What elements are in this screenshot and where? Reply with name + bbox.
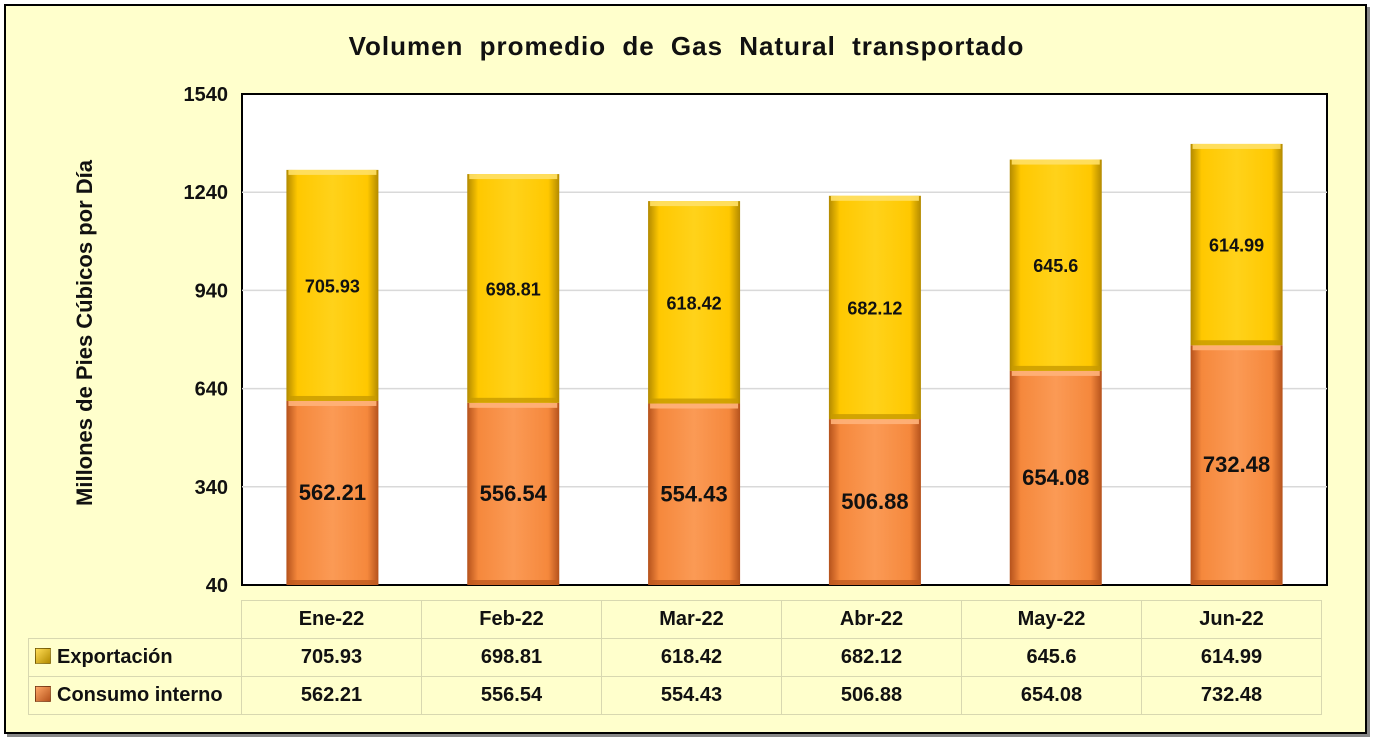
y-tick-label: 1240 [184,182,229,204]
chart-title: Volumen promedio de Gas Natural transpor… [348,31,1025,61]
bar-exportacion [648,201,741,404]
table-header-cell: Jun-22 [1141,600,1322,639]
table-cell: 682.12 [781,638,962,677]
data-table: Ene-22 Feb-22 Mar-22 Abr-22 May-22 Jun-2… [28,600,1322,715]
bar-consumo-interno [467,402,560,585]
table-cell: 556.54 [421,676,602,715]
bar-exportacion [467,174,560,403]
table-header-cell: May-22 [961,600,1142,639]
data-label: 682.12 [847,298,902,318]
table-cell: 618.42 [601,638,782,677]
bar-bevel-bottom [1192,340,1281,346]
bar-bevel-bottom [469,397,558,403]
bar-bevel-top [469,174,558,180]
bar-bevel-bottom [288,580,377,585]
y-tick-label: 40 [206,575,228,597]
table-header-row: Ene-22 Feb-22 Mar-22 Abr-22 May-22 Jun-2… [28,600,1322,639]
gridlines [242,191,1327,488]
bar-bevel-bottom [650,398,739,404]
bar-bevel-top [469,402,558,408]
table-header-cell: Mar-22 [601,600,782,639]
bar-bevel-top [830,419,919,425]
table-header-cell: Abr-22 [781,600,962,639]
data-label: 732.48 [1203,452,1270,477]
data-label: 618.42 [667,293,722,313]
data-label: 554.43 [660,481,727,506]
y-tick-label: 940 [195,280,228,302]
bar-bevel-bottom [650,580,739,585]
bars [286,143,1283,585]
bar-consumo-interno [1190,345,1283,585]
legend-key-exportacion [35,648,51,664]
table-row-exportacion: Exportación 705.93 698.81 618.42 682.12 … [28,638,1322,677]
table-row-consumo-interno: Consumo interno 562.21 556.54 554.43 506… [28,676,1322,715]
y-axis-ticks: 1540 1240 940 640 340 40 [184,84,229,597]
bar-exportacion [828,195,921,420]
plot-area [241,93,1328,586]
bar-consumo-interno [286,400,379,585]
table-header-cell: Ene-22 [241,600,422,639]
bar-exportacion [1190,143,1283,346]
y-tick-label: 1540 [184,84,229,106]
bar-bevel-bottom [1192,580,1281,585]
bar-bevel-top [288,400,377,406]
bar-bevel-bottom [288,395,377,401]
data-label: 698.81 [486,279,541,299]
table-header-cell: Feb-22 [421,600,602,639]
table-cell: 705.93 [241,638,422,677]
bar-consumo-interno [828,419,921,585]
legend-entry-consumo-interno: Consumo interno [28,676,242,715]
bar-bevel-top [1011,370,1100,376]
legend-entry-exportacion: Exportación [28,638,242,677]
bar-exportacion [1009,159,1102,371]
y-tick-label: 340 [195,477,228,499]
table-cell: 562.21 [241,676,422,715]
data-label: 654.08 [1022,465,1089,490]
legend-key-consumo-interno [35,686,51,702]
table-cell: 654.08 [961,676,1142,715]
bar-bevel-top [1011,159,1100,165]
table-cell: 614.99 [1141,638,1322,677]
bar-bevel-top [1192,345,1281,351]
table-cell: 645.6 [961,638,1142,677]
bar-bevel-bottom [830,414,919,420]
data-label: 645.6 [1033,256,1078,276]
y-tick-label: 640 [195,379,228,401]
table-corner [28,600,242,639]
table-cell: 698.81 [421,638,602,677]
table-cell: 506.88 [781,676,962,715]
bar-bevel-top [830,195,919,201]
bar-bevel-bottom [1011,580,1100,585]
data-label: 562.21 [299,480,366,505]
table-cell: 554.43 [601,676,782,715]
bar-exportacion [286,169,379,401]
bar-bevel-top [650,201,739,207]
bar-bevel-bottom [830,580,919,585]
bar-consumo-interno [648,403,741,585]
data-labels: 562.21 705.93 556.54 698.81 554.43 618.42 506.… [299,236,1270,514]
chart-svg: 1540 1240 940 640 340 40 562.21 705.93 556.54 69… [184,84,1328,597]
bar-bevel-bottom [469,580,558,585]
legend-label: Consumo interno [57,684,223,706]
data-label: 556.54 [480,481,548,506]
data-label: 506.88 [841,489,908,514]
bar-bevel-bottom [1011,365,1100,371]
bar-bevel-top [650,403,739,409]
data-label: 614.99 [1209,236,1264,256]
legend-label: Exportación [57,646,173,668]
data-label: 705.93 [305,276,360,296]
table-cell: 732.48 [1141,676,1322,715]
bar-bevel-top [288,169,377,175]
bar-consumo-interno [1009,370,1102,585]
bar-bevel-top [1192,143,1281,149]
